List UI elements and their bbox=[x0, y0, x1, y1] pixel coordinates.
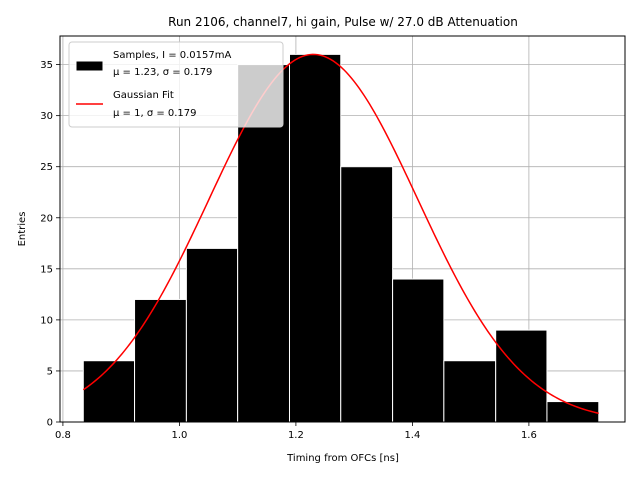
y-axis-label: Entries bbox=[17, 212, 28, 247]
legend-fit-label: Gaussian Fit bbox=[113, 90, 174, 101]
legend: Samples, I = 0.0157mA μ = 1.23, σ = 0.17… bbox=[68, 41, 284, 128]
x-tick-label: 0.8 bbox=[55, 430, 71, 441]
x-ticks: 0.8 1.0 1.2 1.4 1.6 bbox=[55, 422, 537, 441]
histogram-bar bbox=[340, 166, 394, 423]
fit-layer bbox=[82, 53, 599, 415]
y-tick-label: 35 bbox=[40, 60, 53, 71]
histogram-bar bbox=[185, 247, 239, 423]
x-tick-label: 1.2 bbox=[288, 430, 304, 441]
histogram-bar bbox=[288, 53, 342, 423]
x-tick-label: 1.6 bbox=[521, 430, 537, 441]
histogram-bar bbox=[134, 298, 187, 423]
y-tick-label: 30 bbox=[40, 111, 53, 122]
histogram-bar bbox=[392, 278, 445, 423]
y-tick-label: 5 bbox=[47, 366, 53, 377]
plot-frame bbox=[59, 35, 626, 423]
gaussian-fit-line bbox=[82, 53, 599, 415]
histogram-bar bbox=[443, 360, 497, 423]
y-tick-label: 20 bbox=[40, 213, 53, 224]
legend-samples-stats: μ = 1.23, σ = 0.179 bbox=[113, 67, 212, 78]
legend-box bbox=[68, 41, 284, 128]
x-tick-label: 1.0 bbox=[171, 430, 187, 441]
histogram-bar bbox=[82, 360, 136, 423]
chart-title: Run 2106, channel7, hi gain, Pulse w/ 27… bbox=[168, 15, 518, 29]
y-tick-label: 0 bbox=[47, 418, 53, 429]
legend-fit-stats: μ = 1, σ = 0.179 bbox=[113, 108, 197, 119]
legend-samples-swatch bbox=[75, 60, 104, 72]
histogram-bar bbox=[495, 329, 548, 423]
x-axis-label: Timing from OFCs [ns] bbox=[286, 453, 399, 464]
y-tick-label: 10 bbox=[40, 315, 53, 326]
x-tick-label: 1.4 bbox=[404, 430, 420, 441]
legend-samples-label: Samples, I = 0.0157mA bbox=[113, 50, 231, 61]
y-tick-label: 15 bbox=[40, 264, 53, 275]
y-ticks: 0 5 10 15 20 25 30 35 bbox=[40, 60, 60, 429]
y-tick-label: 25 bbox=[40, 162, 53, 173]
